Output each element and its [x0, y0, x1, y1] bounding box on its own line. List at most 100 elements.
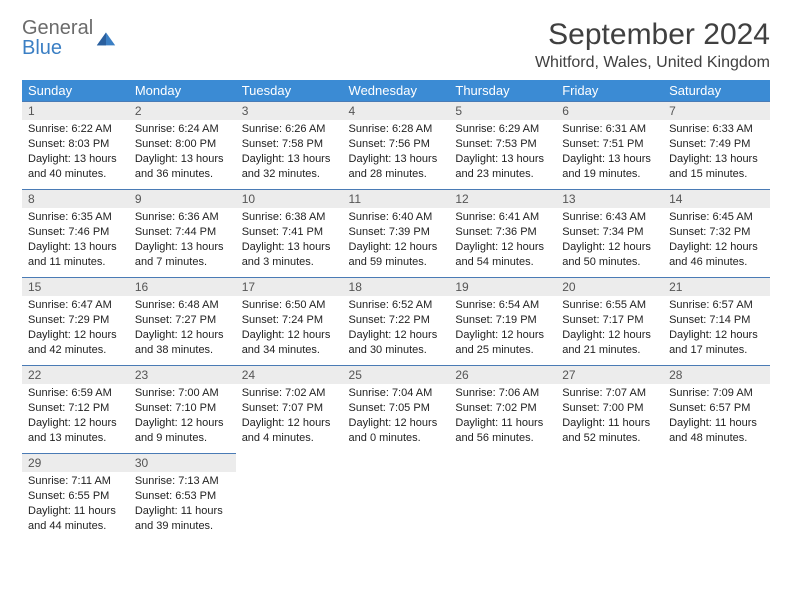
- calendar-cell: [449, 453, 556, 541]
- sunset-text: Sunset: 7:36 PM: [455, 225, 550, 240]
- day-content: Sunrise: 6:29 AMSunset: 7:53 PMDaylight:…: [449, 120, 556, 185]
- sunrise-text: Sunrise: 6:52 AM: [349, 298, 444, 313]
- daylight-text: Daylight: 12 hours and 21 minutes.: [562, 328, 657, 358]
- sunset-text: Sunset: 7:58 PM: [242, 137, 337, 152]
- day-number: 17: [236, 277, 343, 296]
- day-number: 6: [556, 101, 663, 120]
- calendar-cell: 8Sunrise: 6:35 AMSunset: 7:46 PMDaylight…: [22, 189, 129, 277]
- sunset-text: Sunset: 7:24 PM: [242, 313, 337, 328]
- day-content: Sunrise: 6:50 AMSunset: 7:24 PMDaylight:…: [236, 296, 343, 361]
- sunset-text: Sunset: 7:44 PM: [135, 225, 230, 240]
- daylight-text: Daylight: 12 hours and 25 minutes.: [455, 328, 550, 358]
- header: General Blue September 2024 Whitford, Wa…: [22, 18, 770, 72]
- calendar-cell: 25Sunrise: 7:04 AMSunset: 7:05 PMDayligh…: [343, 365, 450, 453]
- sunset-text: Sunset: 7:22 PM: [349, 313, 444, 328]
- sunset-text: Sunset: 7:05 PM: [349, 401, 444, 416]
- day-header: Wednesday: [343, 80, 450, 101]
- day-content: Sunrise: 6:48 AMSunset: 7:27 PMDaylight:…: [129, 296, 236, 361]
- sunset-text: Sunset: 6:57 PM: [669, 401, 764, 416]
- day-content: Sunrise: 6:47 AMSunset: 7:29 PMDaylight:…: [22, 296, 129, 361]
- calendar-cell: 15Sunrise: 6:47 AMSunset: 7:29 PMDayligh…: [22, 277, 129, 365]
- sunset-text: Sunset: 7:12 PM: [28, 401, 123, 416]
- sunrise-text: Sunrise: 6:24 AM: [135, 122, 230, 137]
- sunset-text: Sunset: 7:10 PM: [135, 401, 230, 416]
- sunset-text: Sunset: 8:00 PM: [135, 137, 230, 152]
- day-number: 19: [449, 277, 556, 296]
- sunset-text: Sunset: 7:39 PM: [349, 225, 444, 240]
- calendar-cell: 3Sunrise: 6:26 AMSunset: 7:58 PMDaylight…: [236, 101, 343, 189]
- day-content: Sunrise: 7:07 AMSunset: 7:00 PMDaylight:…: [556, 384, 663, 449]
- month-title: September 2024: [535, 18, 770, 52]
- day-number: 22: [22, 365, 129, 384]
- calendar-week: 29 Sunrise: 7:11 AMSunset: 6:55 PM Dayligh…: [22, 453, 770, 541]
- logo-text: General Blue: [22, 18, 93, 58]
- day-content: Sunrise: 6:55 AMSunset: 7:17 PMDaylight:…: [556, 296, 663, 361]
- calendar-cell: 24Sunrise: 7:02 AMSunset: 7:07 PMDayligh…: [236, 365, 343, 453]
- sunrise-text: Sunrise: 7:07 AM: [562, 386, 657, 401]
- day-number: 21: [663, 277, 770, 296]
- day-number: 9: [129, 189, 236, 208]
- daylight-text: Daylight: 13 hours and 28 minutes.: [349, 152, 444, 182]
- sunrise-text: Sunrise: 6:59 AM: [28, 386, 123, 401]
- sunset-text: Sunset: 7:17 PM: [562, 313, 657, 328]
- day-content: Sunrise: 6:59 AMSunset: 7:12 PMDaylight:…: [22, 384, 129, 449]
- sunset-text: Sunset: 6:55 PM: [28, 489, 123, 504]
- day-number: 10: [236, 189, 343, 208]
- daylight-text: Daylight: 11 hours and 39 minutes.: [135, 504, 230, 534]
- sunset-text: Sunset: 6:53 PM: [135, 489, 230, 504]
- day-header: Sunday: [22, 80, 129, 101]
- sunrise-text: Sunrise: 6:41 AM: [455, 210, 550, 225]
- calendar-cell: 18Sunrise: 6:52 AMSunset: 7:22 PMDayligh…: [343, 277, 450, 365]
- daylight-text: Daylight: 12 hours and 59 minutes.: [349, 240, 444, 270]
- sunset-text: Sunset: 7:56 PM: [349, 137, 444, 152]
- daylight-text: Daylight: 12 hours and 13 minutes.: [28, 416, 123, 446]
- sunrise-text: Sunrise: 7:00 AM: [135, 386, 230, 401]
- calendar-cell: 4Sunrise: 6:28 AMSunset: 7:56 PMDaylight…: [343, 101, 450, 189]
- day-content: Sunrise: 6:54 AMSunset: 7:19 PMDaylight:…: [449, 296, 556, 361]
- sunrise-text: Sunrise: 6:55 AM: [562, 298, 657, 313]
- day-number: 16: [129, 277, 236, 296]
- sunrise-text: Sunrise: 6:47 AM: [28, 298, 123, 313]
- daylight-text: Daylight: 12 hours and 30 minutes.: [349, 328, 444, 358]
- daylight-text: Daylight: 12 hours and 17 minutes.: [669, 328, 764, 358]
- logo-line1: General: [22, 18, 93, 38]
- day-number: 14: [663, 189, 770, 208]
- calendar-cell: 30Sunrise: 7:13 AMSunset: 6:53 PMDayligh…: [129, 453, 236, 541]
- calendar-cell: 29Sunrise: 7:11 AMSunset: 6:55 PMDayligh…: [22, 453, 129, 541]
- daylight-text: Daylight: 12 hours and 34 minutes.: [242, 328, 337, 358]
- day-content: Sunrise: 6:45 AMSunset: 7:32 PMDaylight:…: [663, 208, 770, 273]
- daylight-text: Daylight: 12 hours and 38 minutes.: [135, 328, 230, 358]
- sunrise-text: Sunrise: 7:04 AM: [349, 386, 444, 401]
- day-number: 8: [22, 189, 129, 208]
- day-content: Sunrise: 6:33 AMSunset: 7:49 PMDaylight:…: [663, 120, 770, 185]
- calendar-cell: 19Sunrise: 6:54 AMSunset: 7:19 PMDayligh…: [449, 277, 556, 365]
- logo-triangle-icon: [95, 27, 117, 49]
- sunset-text: Sunset: 7:49 PM: [669, 137, 764, 152]
- calendar-week: 8Sunrise: 6:35 AMSunset: 7:46 PMDaylight…: [22, 189, 770, 277]
- calendar-week: 22Sunrise: 6:59 AMSunset: 7:12 PMDayligh…: [22, 365, 770, 453]
- calendar-cell: 22Sunrise: 6:59 AMSunset: 7:12 PMDayligh…: [22, 365, 129, 453]
- calendar-cell: 13Sunrise: 6:43 AMSunset: 7:34 PMDayligh…: [556, 189, 663, 277]
- sunset-text: Sunset: 7:51 PM: [562, 137, 657, 152]
- daylight-text: Daylight: 12 hours and 4 minutes.: [242, 416, 337, 446]
- sunrise-text: Sunrise: 7:02 AM: [242, 386, 337, 401]
- calendar-cell: [343, 453, 450, 541]
- sunrise-text: Sunrise: 6:45 AM: [669, 210, 764, 225]
- daylight-text: Daylight: 13 hours and 23 minutes.: [455, 152, 550, 182]
- calendar-cell: [663, 453, 770, 541]
- day-number: 3: [236, 101, 343, 120]
- calendar-cell: [236, 453, 343, 541]
- day-content: Sunrise: 6:35 AMSunset: 7:46 PMDaylight:…: [22, 208, 129, 273]
- day-number: 13: [556, 189, 663, 208]
- day-number: 2: [129, 101, 236, 120]
- daylight-text: Daylight: 13 hours and 15 minutes.: [669, 152, 764, 182]
- calendar-cell: 14Sunrise: 6:45 AMSunset: 7:32 PMDayligh…: [663, 189, 770, 277]
- calendar-cell: 11Sunrise: 6:40 AMSunset: 7:39 PMDayligh…: [343, 189, 450, 277]
- calendar-cell: [556, 453, 663, 541]
- day-number: 29: [22, 453, 129, 472]
- daylight-text: Daylight: 12 hours and 0 minutes.: [349, 416, 444, 446]
- day-content: Sunrise: 7:02 AMSunset: 7:07 PMDaylight:…: [236, 384, 343, 449]
- day-content: Sunrise: 6:43 AMSunset: 7:34 PMDaylight:…: [556, 208, 663, 273]
- sunrise-text: Sunrise: 7:11 AM: [28, 474, 123, 489]
- sunset-text: Sunset: 7:41 PM: [242, 225, 337, 240]
